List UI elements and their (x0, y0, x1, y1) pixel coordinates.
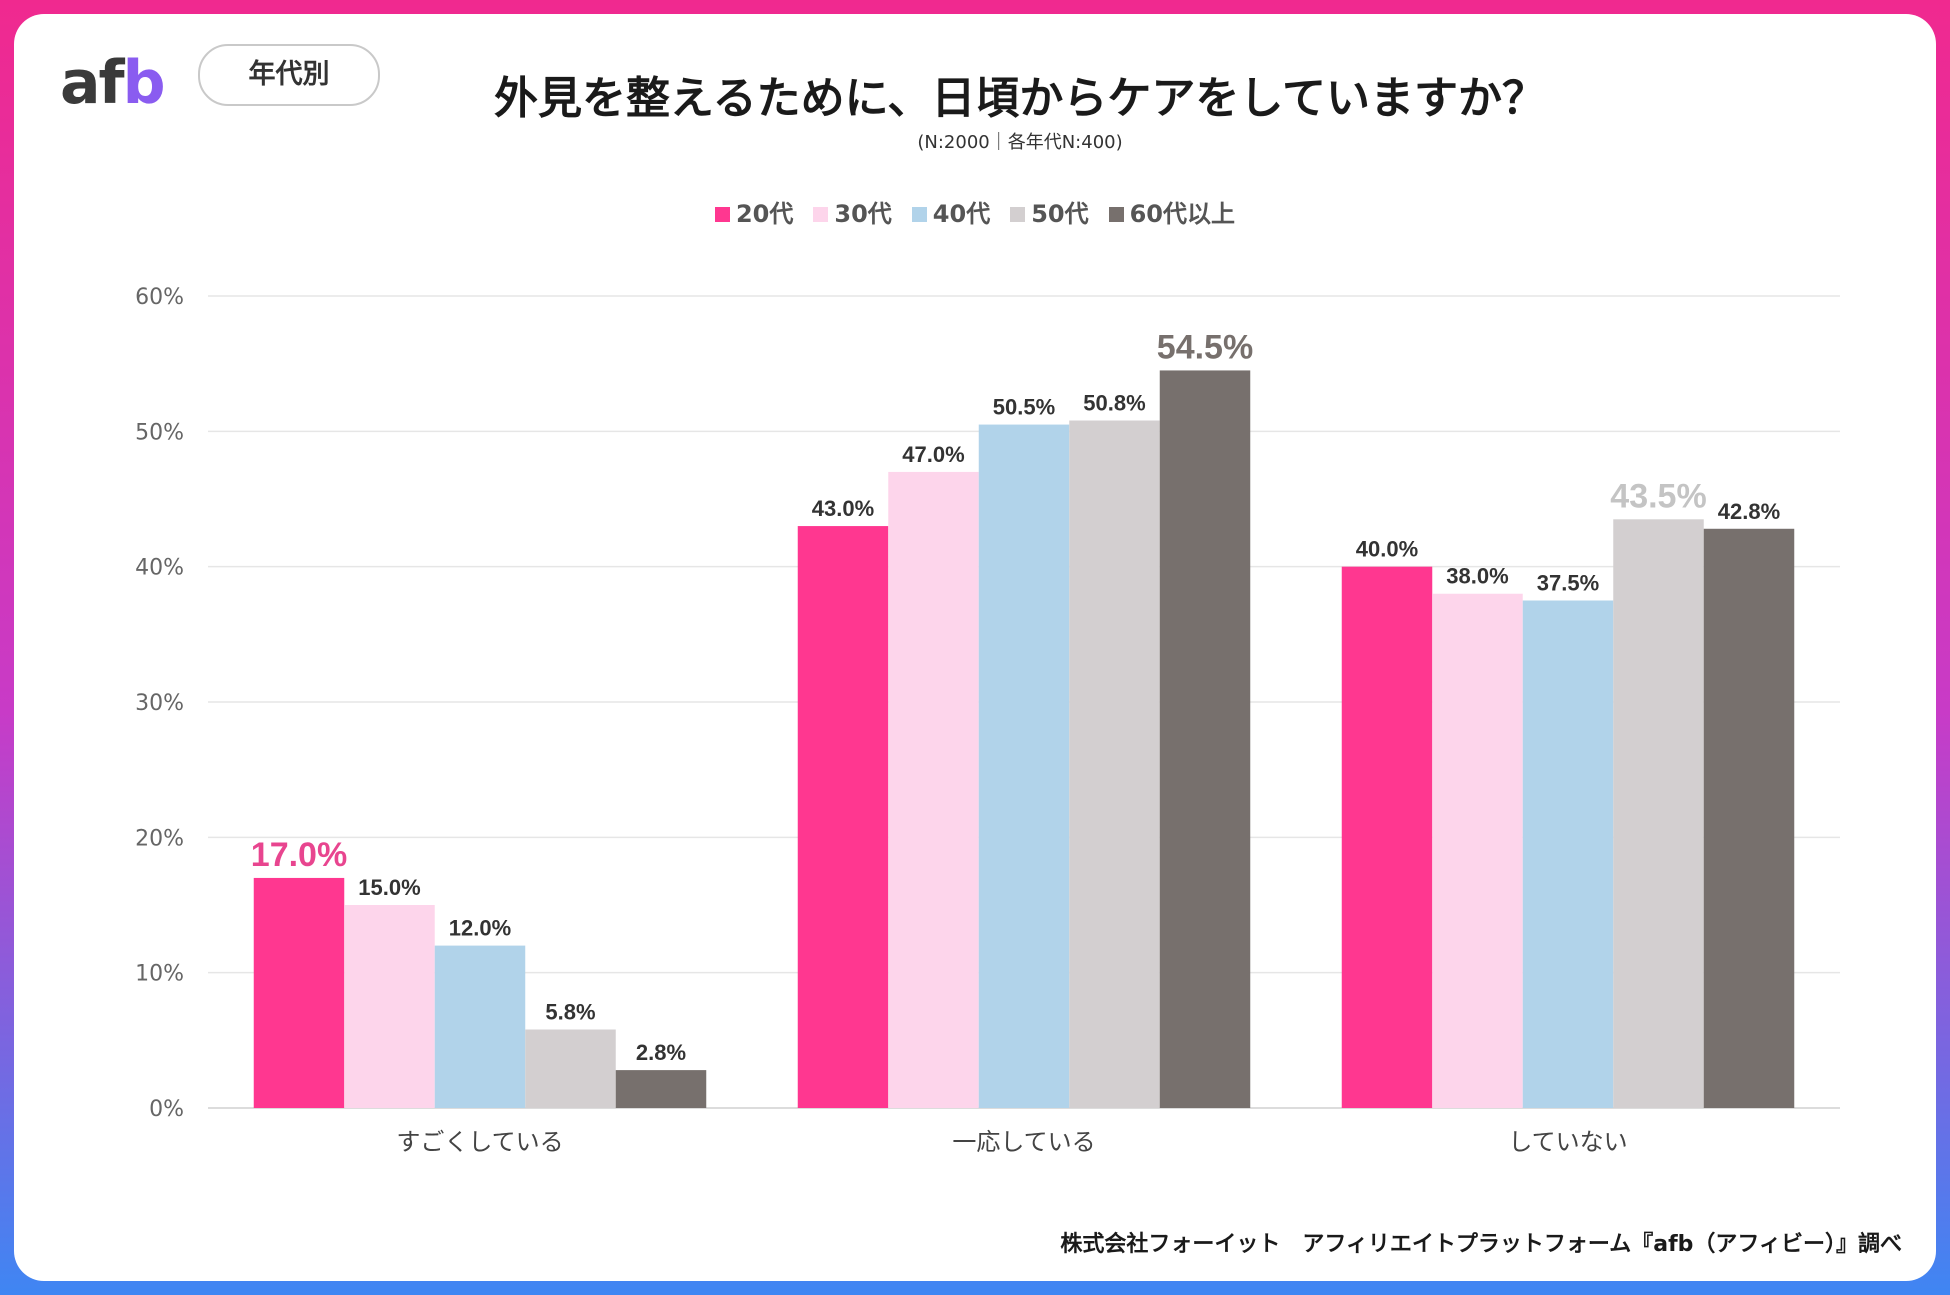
legend-item-4: 60代以上 (1108, 194, 1236, 229)
y-tick-label: 40% (135, 556, 184, 581)
legend-swatch (911, 207, 927, 222)
data-label: 37.5% (1537, 571, 1599, 596)
y-tick-label: 50% (135, 420, 184, 445)
y-tick-label: 30% (135, 691, 184, 716)
age-group-badge: 年代別 (198, 44, 380, 106)
bar-50代-1 (1069, 420, 1160, 1108)
bar-20代-1 (797, 526, 889, 1108)
legend-label: 20代 (735, 200, 794, 228)
bar-30代-2 (1432, 593, 1523, 1108)
data-label: 54.5% (1157, 328, 1253, 366)
afb-logo: afb (60, 48, 166, 118)
data-label: 38.0% (1446, 564, 1508, 589)
bar-60代以上-2 (1703, 528, 1795, 1108)
category-label: 一応している (952, 1128, 1095, 1156)
y-tick-label: 60% (135, 285, 184, 310)
legend-label: 60代以上 (1129, 200, 1236, 228)
bar-60代以上-0 (615, 1070, 707, 1108)
legend-label: 40代 (932, 200, 991, 228)
legend-label: 50代 (1031, 200, 1089, 228)
bar-40代-2 (1522, 600, 1614, 1108)
data-label: 43.0% (812, 496, 874, 521)
bar-50代-0 (525, 1029, 616, 1108)
legend-label: 30代 (834, 200, 892, 228)
source-credit: 株式会社フォーイット アフィリエイトプラットフォーム『afb（アフィビー）』調べ (1060, 1232, 1902, 1257)
legend-swatch (1108, 207, 1124, 222)
bar-50代-2 (1613, 519, 1704, 1108)
bar-30代-1 (888, 471, 979, 1108)
data-label: 47.0% (902, 442, 964, 467)
legend-item-3: 50代 (1010, 194, 1089, 229)
data-label: 50.5% (993, 395, 1055, 420)
data-label: 43.5% (1610, 477, 1706, 515)
y-tick-label: 20% (135, 826, 184, 851)
data-label: 40.0% (1356, 537, 1418, 562)
legend-item-0: 20代 (714, 194, 794, 229)
bar-40代-0 (434, 945, 526, 1108)
logo-accent-letter: b (122, 48, 166, 118)
bar-60代以上-1 (1159, 370, 1251, 1108)
logo-text: afb (60, 48, 166, 118)
data-label: 5.8% (545, 1000, 595, 1025)
category-label: すごくしている (396, 1128, 563, 1156)
bar-30代-0 (344, 905, 435, 1108)
data-label: 17.0% (251, 836, 347, 874)
y-tick-label: 0% (149, 1097, 184, 1122)
sample-size-note: (N:2000｜各年代N:400) (917, 132, 1123, 153)
legend-swatch (1010, 207, 1026, 222)
data-label: 2.8% (636, 1040, 686, 1065)
y-tick-label: 10% (135, 962, 184, 987)
legend-swatch (813, 207, 829, 222)
bar-40代-1 (978, 424, 1070, 1109)
legend-item-1: 30代 (813, 194, 892, 229)
category-label: していない (1508, 1128, 1627, 1156)
legend-item-2: 40代 (911, 194, 991, 229)
data-label: 15.0% (358, 875, 420, 900)
data-label: 12.0% (449, 916, 511, 941)
legend-swatch (714, 207, 730, 222)
bar-20代-2 (1341, 566, 1433, 1108)
data-label: 42.8% (1718, 499, 1780, 524)
data-label: 50.8% (1083, 391, 1145, 416)
page-title: 外見を整えるために、日頃からケアをしていますか？ (493, 73, 1547, 124)
bar-20代-0 (253, 877, 345, 1108)
chart-legend: 20代 30代 40代 50代 60代以上 (0, 194, 1950, 229)
